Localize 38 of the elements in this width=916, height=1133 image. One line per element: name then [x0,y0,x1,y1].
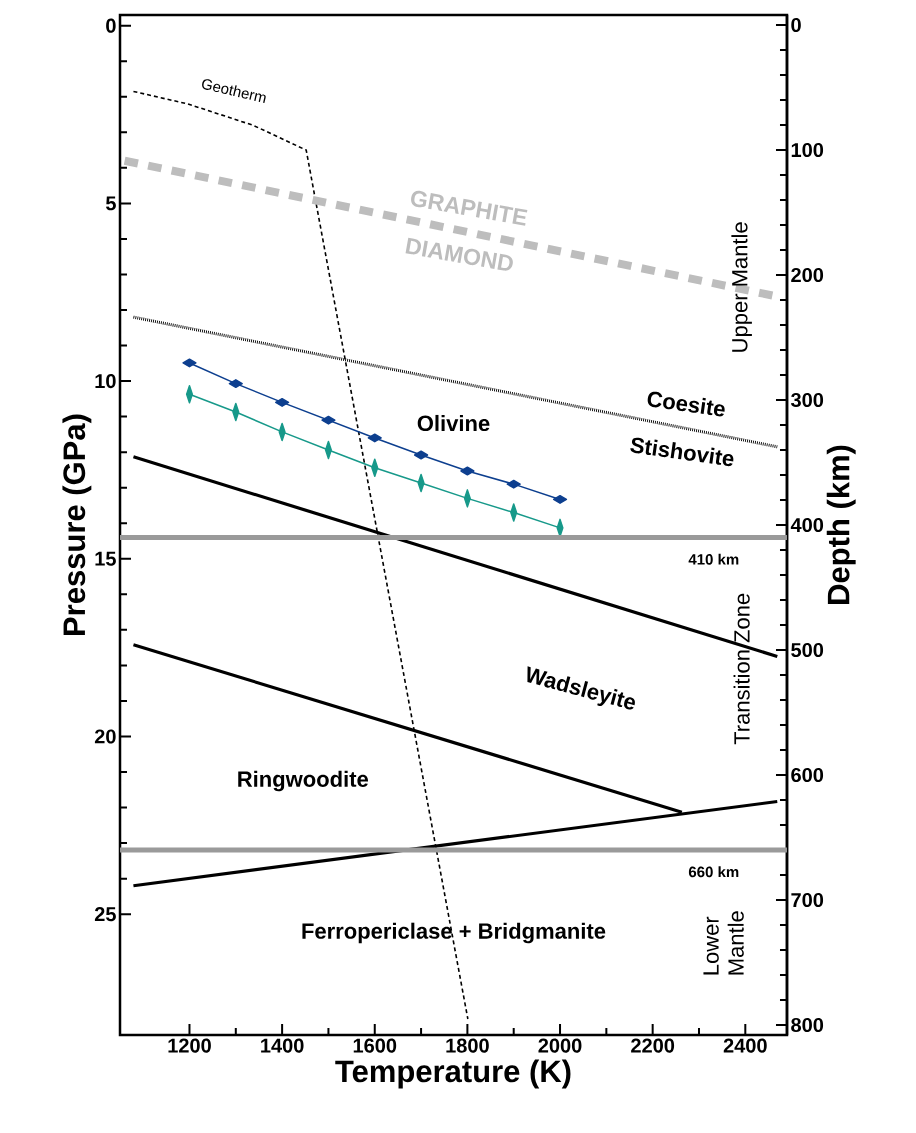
x-tick-label: 2000 [538,1038,582,1053]
ref-line-label: 410 km [688,553,739,565]
y-tick-label: 15 [95,551,116,566]
y2-tick-label: 600 [791,767,824,783]
ref-line-label: 660 km [688,866,739,878]
x-tick-label: 2400 [723,1038,767,1053]
y2-tick-label: 300 [790,392,824,408]
annotation: Transition Zone [733,593,750,745]
annotation: DIAMOND [405,237,513,271]
y-tick-label: 0 [106,18,116,33]
y2-tick-label: 800 [791,1017,824,1033]
y2-tick-label: 700 [791,892,824,908]
annotation: Coesite [647,391,725,417]
annotation: Geotherm [202,79,266,104]
y2-axis-title: Depth (km) [826,445,856,604]
y-tick-label: 25 [94,907,116,922]
annotation: Lower Mantle [703,911,744,975]
annotation: Olivine [417,414,490,432]
x-tick-label: 2200 [631,1038,675,1053]
y2-tick-label: 0 [791,17,801,33]
y-tick-label: 5 [105,196,116,211]
y2-tick-label: 500 [791,642,824,658]
annotation: Stishovite [630,437,734,467]
x-tick-label: 1400 [261,1038,304,1053]
y-tick-label: 20 [94,729,116,744]
y2-tick-label: 200 [791,267,824,283]
y2-tick-label: 400 [790,517,824,533]
x-tick-label: 1800 [446,1038,489,1053]
x-tick-label: 1600 [353,1038,397,1053]
x-axis-title: Temperature (K) [335,1059,571,1089]
annotation: Ferropericlase + Bridgmanite [302,922,606,944]
annotation: Upper Mantle [731,222,752,352]
y-axis-title: Pressure (GPa) [62,414,92,635]
annotation: GRAPHITE [411,190,528,226]
x-tick-label: 1200 [168,1038,211,1053]
y2-tick-label: 100 [791,142,824,158]
y-tick-label: 10 [95,374,116,389]
annotation: Ringwoodite [238,770,369,792]
